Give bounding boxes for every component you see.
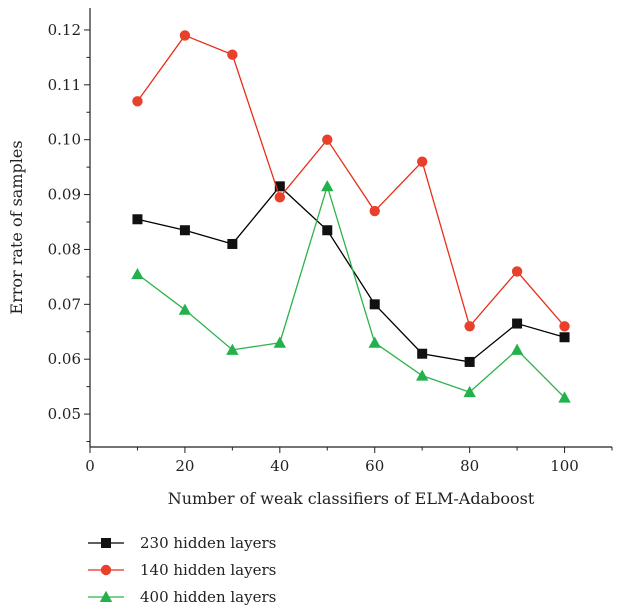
data-point-400-hidden-layers (463, 385, 476, 398)
y-tick-label: 0.11 (48, 76, 81, 94)
legend-item-230-hidden-layers: 230 hidden layers (88, 534, 276, 552)
data-point-140-hidden-layers (322, 134, 333, 145)
legend-label: 230 hidden layers (140, 534, 276, 552)
data-point-400-hidden-layers (178, 303, 192, 315)
y-axis-title: Error rate of samples (7, 140, 26, 314)
data-point-400-hidden-layers (226, 343, 239, 355)
x-tick-label: 60 (365, 457, 384, 475)
legend-item-140-hidden-layers: 140 hidden layers (88, 561, 276, 579)
legend-marker (99, 590, 113, 602)
legend-marker (101, 538, 111, 548)
series-230-hidden-layers (132, 181, 570, 367)
series-400-hidden-layers (131, 180, 571, 403)
series-line-230-hidden-layers (137, 185, 565, 363)
data-point-230-hidden-layers (227, 238, 238, 249)
data-point-400-hidden-layers (415, 369, 429, 381)
data-point-230-hidden-layers (179, 225, 190, 236)
data-point-230-hidden-layers (322, 225, 333, 236)
data-point-230-hidden-layers (369, 299, 380, 310)
data-point-140-hidden-layers (369, 205, 380, 217)
data-point-230-hidden-layers (417, 348, 428, 359)
y-tick-label: 0.08 (48, 240, 81, 258)
series-line-400-hidden-layers (137, 184, 566, 399)
axes: 0 20 40 60 80 100 0.05 0.06 0.07 0.08 0.09 0.10 0.11… (48, 8, 613, 475)
data-point-140-hidden-layers (274, 192, 286, 203)
series-line-140-hidden-layers (136, 34, 566, 328)
x-tick-label: 100 (550, 457, 579, 475)
data-point-140-hidden-layers (132, 96, 143, 107)
legend-marker (100, 564, 112, 576)
y-tick-label: 0.06 (48, 350, 81, 368)
data-point-230-hidden-layers (132, 214, 143, 225)
data-point-140-hidden-layers (227, 49, 238, 60)
series-layer (131, 30, 571, 403)
legend-label: 400 hidden layers (140, 588, 276, 606)
legend-item-400-hidden-layers: 400 hidden layers (88, 588, 276, 606)
x-tick-label: 20 (175, 457, 194, 475)
data-point-230-hidden-layers (464, 356, 475, 367)
data-point-400-hidden-layers (368, 336, 381, 348)
data-point-400-hidden-layers (273, 336, 287, 348)
data-point-140-hidden-layers (179, 30, 191, 41)
legend: 230 hidden layers 140 hidden layers 400 hi… (88, 534, 276, 606)
y-tick-label: 0.12 (48, 21, 81, 39)
x-tick-label: 40 (270, 457, 289, 475)
x-tick-label: 80 (460, 457, 479, 475)
y-tick-label: 0.09 (48, 186, 81, 204)
legend-label: 140 hidden layers (140, 561, 276, 579)
data-point-230-hidden-layers (559, 332, 570, 343)
data-point-140-hidden-layers (511, 266, 523, 277)
data-point-140-hidden-layers (416, 156, 428, 167)
data-point-140-hidden-layers (464, 321, 475, 332)
y-tick-label: 0.07 (48, 295, 81, 313)
data-point-400-hidden-layers (131, 267, 144, 280)
data-point-230-hidden-layers (512, 318, 523, 329)
y-tick-label: 0.05 (48, 405, 81, 423)
series-140-hidden-layers (132, 30, 570, 332)
data-point-140-hidden-layers (559, 321, 570, 332)
data-point-400-hidden-layers (321, 180, 334, 192)
data-point-400-hidden-layers (558, 391, 571, 403)
data-point-230-hidden-layers (274, 181, 285, 192)
y-tick-label: 0.10 (48, 131, 81, 149)
x-tick-label: 0 (85, 457, 95, 475)
data-point-400-hidden-layers (510, 343, 524, 355)
x-axis-title: Number of weak classifiers of ELM-Adaboo… (168, 489, 535, 508)
